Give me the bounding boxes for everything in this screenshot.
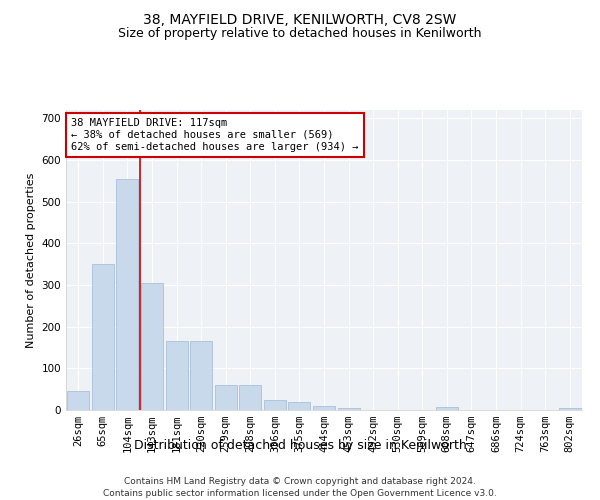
Y-axis label: Number of detached properties: Number of detached properties [26, 172, 36, 348]
Bar [264, 400, 286, 410]
Text: Size of property relative to detached houses in Kenilworth: Size of property relative to detached ho… [118, 28, 482, 40]
Bar [141, 283, 163, 410]
Text: Distribution of detached houses by size in Kenilworth: Distribution of detached houses by size … [134, 440, 466, 452]
Bar [313, 406, 335, 410]
Text: 38, MAYFIELD DRIVE, KENILWORTH, CV8 2SW: 38, MAYFIELD DRIVE, KENILWORTH, CV8 2SW [143, 12, 457, 26]
Bar [338, 408, 359, 410]
Bar [166, 341, 188, 410]
Bar [239, 385, 262, 410]
Bar [67, 391, 89, 410]
Bar [215, 385, 237, 410]
Text: Contains HM Land Registry data © Crown copyright and database right 2024.
Contai: Contains HM Land Registry data © Crown c… [103, 476, 497, 498]
Bar [436, 406, 458, 410]
Bar [559, 408, 581, 410]
Bar [289, 402, 310, 410]
Bar [116, 179, 139, 410]
Bar [92, 264, 114, 410]
Text: 38 MAYFIELD DRIVE: 117sqm
← 38% of detached houses are smaller (569)
62% of semi: 38 MAYFIELD DRIVE: 117sqm ← 38% of detac… [71, 118, 358, 152]
Bar [190, 341, 212, 410]
